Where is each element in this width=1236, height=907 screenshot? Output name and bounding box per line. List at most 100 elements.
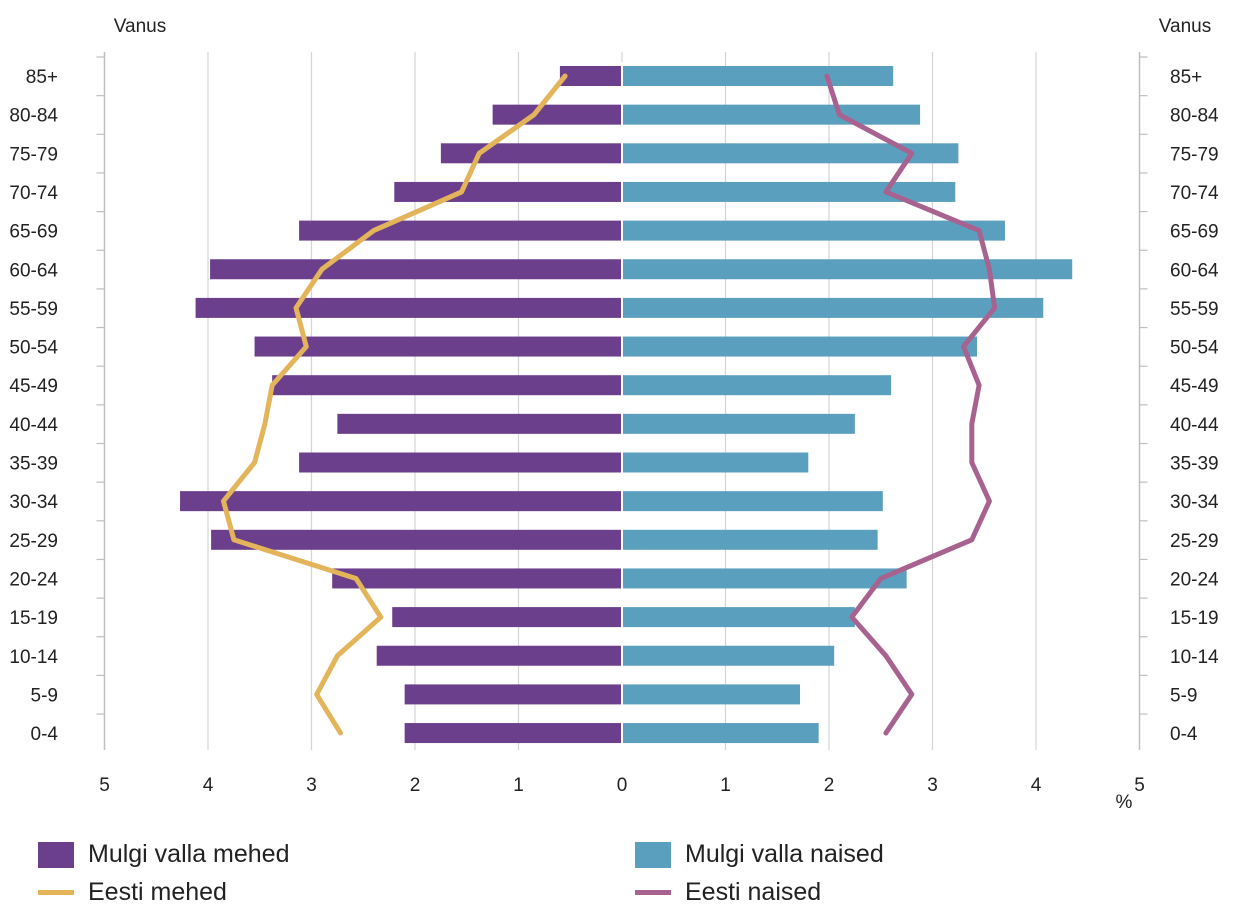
category-label-left-65-69: 65-69 — [9, 222, 58, 243]
category-label-right-65-69: 65-69 — [1170, 222, 1219, 243]
x-tick-label-9: 4 — [1031, 775, 1042, 796]
bar-women-60-64 — [622, 259, 1073, 280]
x-tick-label-5: 0 — [617, 775, 628, 796]
category-label-right-0-4: 0-4 — [1170, 724, 1198, 745]
legend: Mulgi valla mehed Mulgi valla naised Ees… — [0, 828, 1236, 907]
bar-men-0-4 — [404, 723, 622, 744]
bar-women-50-54 — [622, 336, 978, 357]
category-label-left-80-84: 80-84 — [9, 106, 58, 127]
bar-men-40-44 — [337, 413, 622, 434]
bar-men-5-9 — [404, 684, 622, 705]
category-label-left-20-24: 20-24 — [9, 569, 58, 590]
category-label-left-0-4: 0-4 — [31, 724, 59, 745]
line-eesti-mehed — [221, 73, 568, 736]
bar-women-45-49 — [622, 375, 892, 396]
bar-men-35-39 — [299, 452, 622, 473]
category-label-left-45-49: 45-49 — [9, 376, 58, 397]
category-label-left-50-54: 50-54 — [9, 338, 58, 359]
bar-women-70-74 — [622, 181, 956, 202]
legend-label-men-estonia: Eesti mehed — [88, 878, 227, 906]
legend-item-men-estonia: Eesti mehed — [38, 878, 227, 907]
category-label-left-70-74: 70-74 — [9, 183, 58, 204]
x-tick-label-0: 5 — [99, 775, 110, 796]
category-label-right-70-74: 70-74 — [1170, 183, 1219, 204]
line-eesti-naised — [824, 73, 998, 736]
bar-women-65-69 — [622, 220, 1005, 241]
category-label-right-5-9: 5-9 — [1170, 685, 1197, 706]
category-label-right-35-39: 35-39 — [1170, 454, 1219, 475]
category-label-right-30-34: 30-34 — [1170, 492, 1219, 513]
bar-men-80-84 — [492, 104, 622, 125]
bar-men-25-29 — [211, 529, 623, 550]
legend-item-women-estonia: Eesti naised — [635, 878, 821, 907]
bar-men-10-14 — [376, 645, 622, 666]
category-label-left-25-29: 25-29 — [9, 531, 58, 552]
bar-men-85+ — [559, 66, 622, 86]
bar-men-15-19 — [392, 607, 622, 628]
bar-women-20-24 — [622, 568, 907, 589]
bar-men-30-34 — [180, 491, 622, 512]
legend-label-men-mulgi: Mulgi valla mehed — [88, 840, 290, 868]
axes — [96, 52, 1148, 750]
bar-men-20-24 — [332, 568, 622, 589]
bar-women-55-59 — [622, 297, 1044, 318]
x-tick-label-7: 2 — [824, 775, 835, 796]
bars — [180, 62, 1073, 750]
category-label-right-10-14: 10-14 — [1170, 647, 1219, 668]
bar-men-75-79 — [440, 143, 622, 164]
category-label-right-75-79: 75-79 — [1170, 144, 1219, 165]
x-tick-label-10: 5 — [1134, 775, 1145, 796]
x-tick-label-1: 4 — [203, 775, 214, 796]
bar-women-85+ — [622, 66, 894, 86]
x-tick-label-6: 1 — [720, 775, 731, 796]
bar-women-25-29 — [622, 529, 878, 550]
category-label-right-25-29: 25-29 — [1170, 531, 1219, 552]
legend-label-women-estonia: Eesti naised — [685, 878, 822, 906]
bar-men-45-49 — [272, 375, 622, 396]
category-label-right-15-19: 15-19 — [1170, 608, 1219, 629]
x-tick-label-8: 3 — [927, 775, 938, 796]
category-label-right-60-64: 60-64 — [1170, 260, 1219, 281]
category-label-left-35-39: 35-39 — [9, 454, 58, 475]
legend-label-women-mulgi: Mulgi valla naised — [685, 840, 884, 868]
bar-men-55-59 — [195, 297, 622, 318]
bar-women-40-44 — [622, 413, 855, 434]
category-label-left-15-19: 15-19 — [9, 608, 58, 629]
bar-women-75-79 — [622, 143, 959, 164]
y-axis-title-left: Vanus — [114, 16, 166, 37]
bar-women-30-34 — [622, 491, 883, 512]
category-label-left-60-64: 60-64 — [9, 260, 58, 281]
bar-men-50-54 — [254, 336, 622, 357]
bar-women-35-39 — [622, 452, 809, 473]
category-label-left-55-59: 55-59 — [9, 299, 58, 320]
bar-women-80-84 — [622, 104, 921, 125]
legend-swatch-men-estonia — [38, 890, 74, 895]
legend-swatch-women-estonia — [635, 890, 671, 895]
legend-item-women-mulgi: Mulgi valla naised — [635, 840, 884, 869]
legend-swatch-men-mulgi — [38, 841, 74, 868]
national-lines — [221, 73, 998, 736]
y-axis-title-right: Vanus — [1159, 16, 1211, 37]
bar-men-60-64 — [210, 259, 622, 280]
category-label-right-55-59: 55-59 — [1170, 299, 1219, 320]
category-label-right-50-54: 50-54 — [1170, 338, 1219, 359]
category-label-left-30-34: 30-34 — [9, 492, 58, 513]
x-tick-label-2: 3 — [306, 775, 317, 796]
category-label-right-80-84: 80-84 — [1170, 106, 1219, 127]
legend-item-men-mulgi: Mulgi valla mehed — [38, 840, 290, 869]
population-pyramid-chart: Vanus Vanus 85+ 85+ 80-84 80-84 75-79 75-79 70… — [9, 16, 1219, 813]
category-label-right-45-49: 45-49 — [1170, 376, 1219, 397]
legend-swatch-women-mulgi — [635, 841, 671, 868]
bar-women-15-19 — [622, 607, 855, 628]
x-tick-label-4: 1 — [513, 775, 524, 796]
category-label-left-40-44: 40-44 — [9, 415, 58, 436]
bar-men-65-69 — [299, 220, 622, 241]
category-label-right-85+: 85+ — [1170, 67, 1202, 88]
tick-labels: 85+ 85+ 80-84 80-84 75-79 75-79 70-74 70-74 65-6… — [9, 67, 1219, 796]
bar-women-0-4 — [622, 723, 819, 744]
category-label-left-75-79: 75-79 — [9, 144, 58, 165]
category-label-right-20-24: 20-24 — [1170, 569, 1219, 590]
category-label-right-40-44: 40-44 — [1170, 415, 1219, 436]
category-label-left-85+: 85+ — [26, 67, 58, 88]
x-tick-label-3: 2 — [410, 775, 421, 796]
